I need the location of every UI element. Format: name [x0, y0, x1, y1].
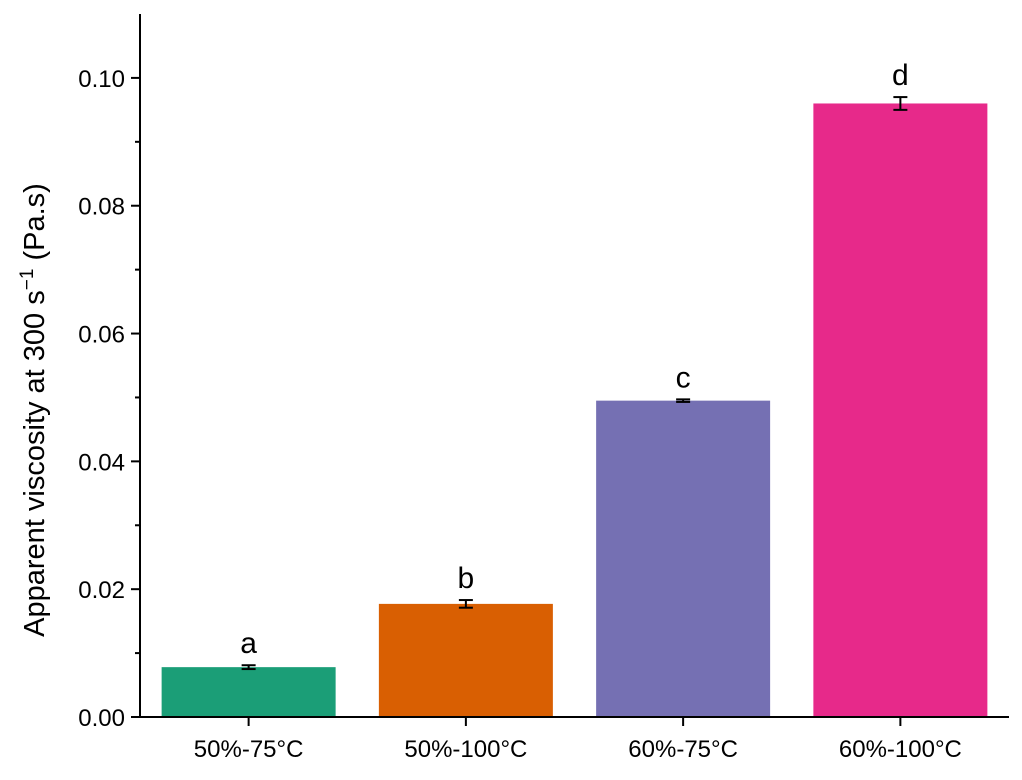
y-tick-label-5: 0.08: [78, 194, 125, 221]
y-tick-label-4: 0.06: [78, 322, 125, 349]
y-tick-label-6: 0.10: [78, 66, 125, 93]
y-axis-label: Apparent viscosity at 300 s−1 (Pa.s): [17, 183, 51, 637]
significance-letter-1: a: [240, 627, 257, 660]
y-tick-label-2: 0.02: [78, 577, 125, 604]
x-tick-label-4: 60%-100°C: [839, 736, 962, 763]
significance-letter-4: d: [892, 59, 909, 92]
y-axis-label-unit: (Pa.s): [19, 183, 51, 268]
x-tick-label-2: 50%-100°C: [404, 736, 527, 763]
significance-letter-2: b: [458, 562, 475, 595]
bars-layer: a b c d: [161, 59, 988, 718]
bar-1: [161, 667, 336, 717]
x-tick-label-1: 50%-75°C: [194, 736, 304, 763]
significance-letter-3: c: [676, 361, 691, 394]
x-tick-label-3: 60%-75°C: [628, 736, 738, 763]
axes-layer: 50%-75°C 50%-100°C 60%-75°C 60%-100°C 0.00 0.…: [78, 14, 1009, 763]
bar-3: [596, 400, 771, 717]
y-axis-label-main: Apparent viscosity at 300 s: [19, 290, 51, 637]
y-tick-label-1: 0.00: [78, 705, 125, 732]
y-tick-label-3: 0.04: [78, 449, 125, 476]
bar-4: [813, 103, 988, 718]
y-axis-label-superscript: −1: [17, 269, 38, 291]
bar-2: [378, 603, 553, 717]
